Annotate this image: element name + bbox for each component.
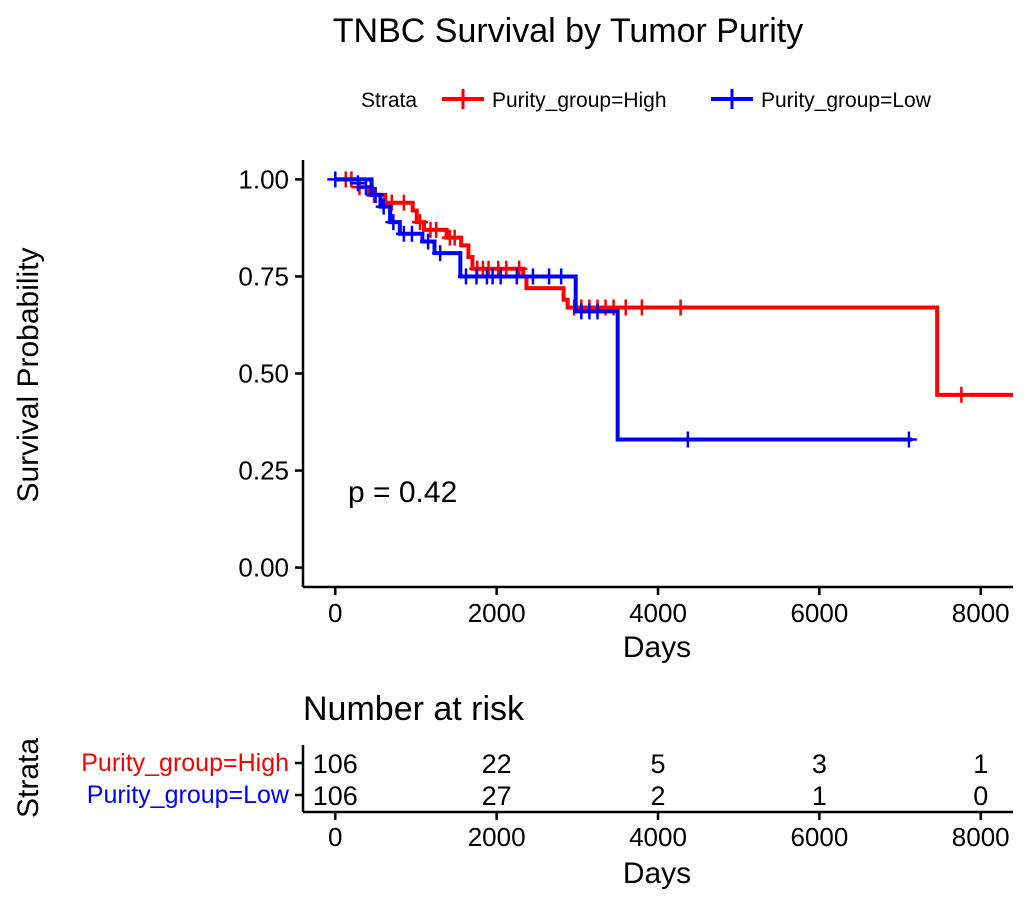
x-tick-label: 2000 — [468, 598, 526, 628]
risk-count: 22 — [482, 749, 512, 779]
censor-mark — [589, 303, 606, 320]
series-line-0 — [335, 177, 1013, 397]
censor-mark — [385, 214, 402, 231]
risk-x-ticks: 0 2000 4000 6000 8000 — [328, 812, 1010, 852]
risk-count: 1 — [973, 749, 988, 779]
y-tick-label: 0.75 — [238, 261, 289, 291]
censor-mark — [446, 229, 463, 246]
censor-mark — [900, 431, 917, 448]
legend-label-high: Purity_group=High — [492, 89, 667, 112]
chart-title: TNBC Survival by Tumor Purity — [333, 12, 803, 50]
censor-mark — [367, 186, 384, 203]
censor-mark — [508, 268, 525, 285]
x-tick-label: 8000 — [952, 598, 1010, 628]
y-tick-label: 1.00 — [238, 164, 289, 194]
censor-mark — [553, 268, 570, 285]
risk-x-tick-label: 6000 — [790, 822, 848, 852]
censor-mark — [492, 268, 509, 285]
censor-mark — [411, 214, 428, 231]
risk-count: 3 — [812, 749, 827, 779]
legend-key-low — [711, 89, 753, 109]
risk-row-label: Purity_group=High — [81, 749, 289, 777]
censor-mark — [679, 431, 696, 448]
risk-count: 27 — [482, 781, 512, 811]
y-tick-label: 0.25 — [238, 456, 289, 486]
survival-curves — [327, 171, 1013, 448]
legend-title: Strata — [361, 89, 417, 112]
risk-x-tick-label: 2000 — [468, 822, 526, 852]
censor-mark — [432, 245, 449, 262]
censor-mark — [633, 299, 650, 316]
x-tick-label: 4000 — [629, 598, 687, 628]
risk-table-strata-title: Strata — [12, 738, 45, 818]
risk-row-label: Purity_group=Low — [87, 781, 290, 809]
censor-mark — [395, 194, 412, 211]
censor-mark — [617, 299, 634, 316]
x-axis: 0 2000 4000 6000 8000 — [303, 585, 1013, 628]
x-ticks: 0 2000 4000 6000 8000 — [328, 587, 1010, 628]
censor-mark — [428, 221, 445, 238]
legend: Strata Purity_group=High Purity_group=Lo… — [361, 89, 932, 112]
censor-mark — [511, 260, 528, 277]
censor-mark — [357, 179, 374, 196]
risk-count: 0 — [973, 781, 988, 811]
x-axis-title: Days — [623, 631, 691, 664]
censor-mark — [420, 233, 437, 250]
risk-count: 2 — [650, 781, 665, 811]
censor-mark — [403, 225, 420, 242]
risk-count: 106 — [313, 781, 358, 811]
risk-x-tick-label: 4000 — [629, 822, 687, 852]
y-ticks: 0.00 0.25 0.50 0.75 1.00 — [238, 164, 303, 583]
risk-count: 5 — [650, 749, 665, 779]
risk-x-axis-title: Days — [623, 857, 691, 890]
y-axis-title: Survival Probability — [12, 247, 45, 502]
risk-x-tick-label: 0 — [328, 822, 342, 852]
legend-key-high — [442, 89, 484, 109]
risk-table: Number at risk Strata Purity_group=High 1… — [12, 690, 1013, 890]
censor-mark — [953, 386, 970, 403]
risk-table-title: Number at risk — [303, 690, 525, 728]
p-value-annotation: p = 0.42 — [348, 476, 457, 509]
plot-area: 0.00 0.25 0.50 0.75 1.00 0 2000 4000 6000 8000 p… — [238, 160, 1013, 628]
risk-count: 1 — [812, 781, 827, 811]
censor-mark — [327, 171, 344, 188]
x-tick-label: 6000 — [790, 598, 848, 628]
risk-x-tick-label: 8000 — [952, 822, 1010, 852]
censor-mark — [672, 299, 689, 316]
x-tick-label: 0 — [328, 598, 342, 628]
y-axis: 0.00 0.25 0.50 0.75 1.00 — [238, 160, 305, 587]
censor-mark — [524, 268, 541, 285]
censor-mark — [375, 198, 392, 215]
y-tick-label: 0.00 — [238, 553, 289, 583]
risk-rows: Purity_group=High 106 22 5 3 1Purity_group=Lo… — [81, 749, 988, 811]
risk-count: 106 — [313, 749, 358, 779]
censor-mark — [349, 175, 366, 192]
y-tick-label: 0.50 — [238, 359, 289, 389]
legend-label-low: Purity_group=Low — [761, 89, 932, 112]
